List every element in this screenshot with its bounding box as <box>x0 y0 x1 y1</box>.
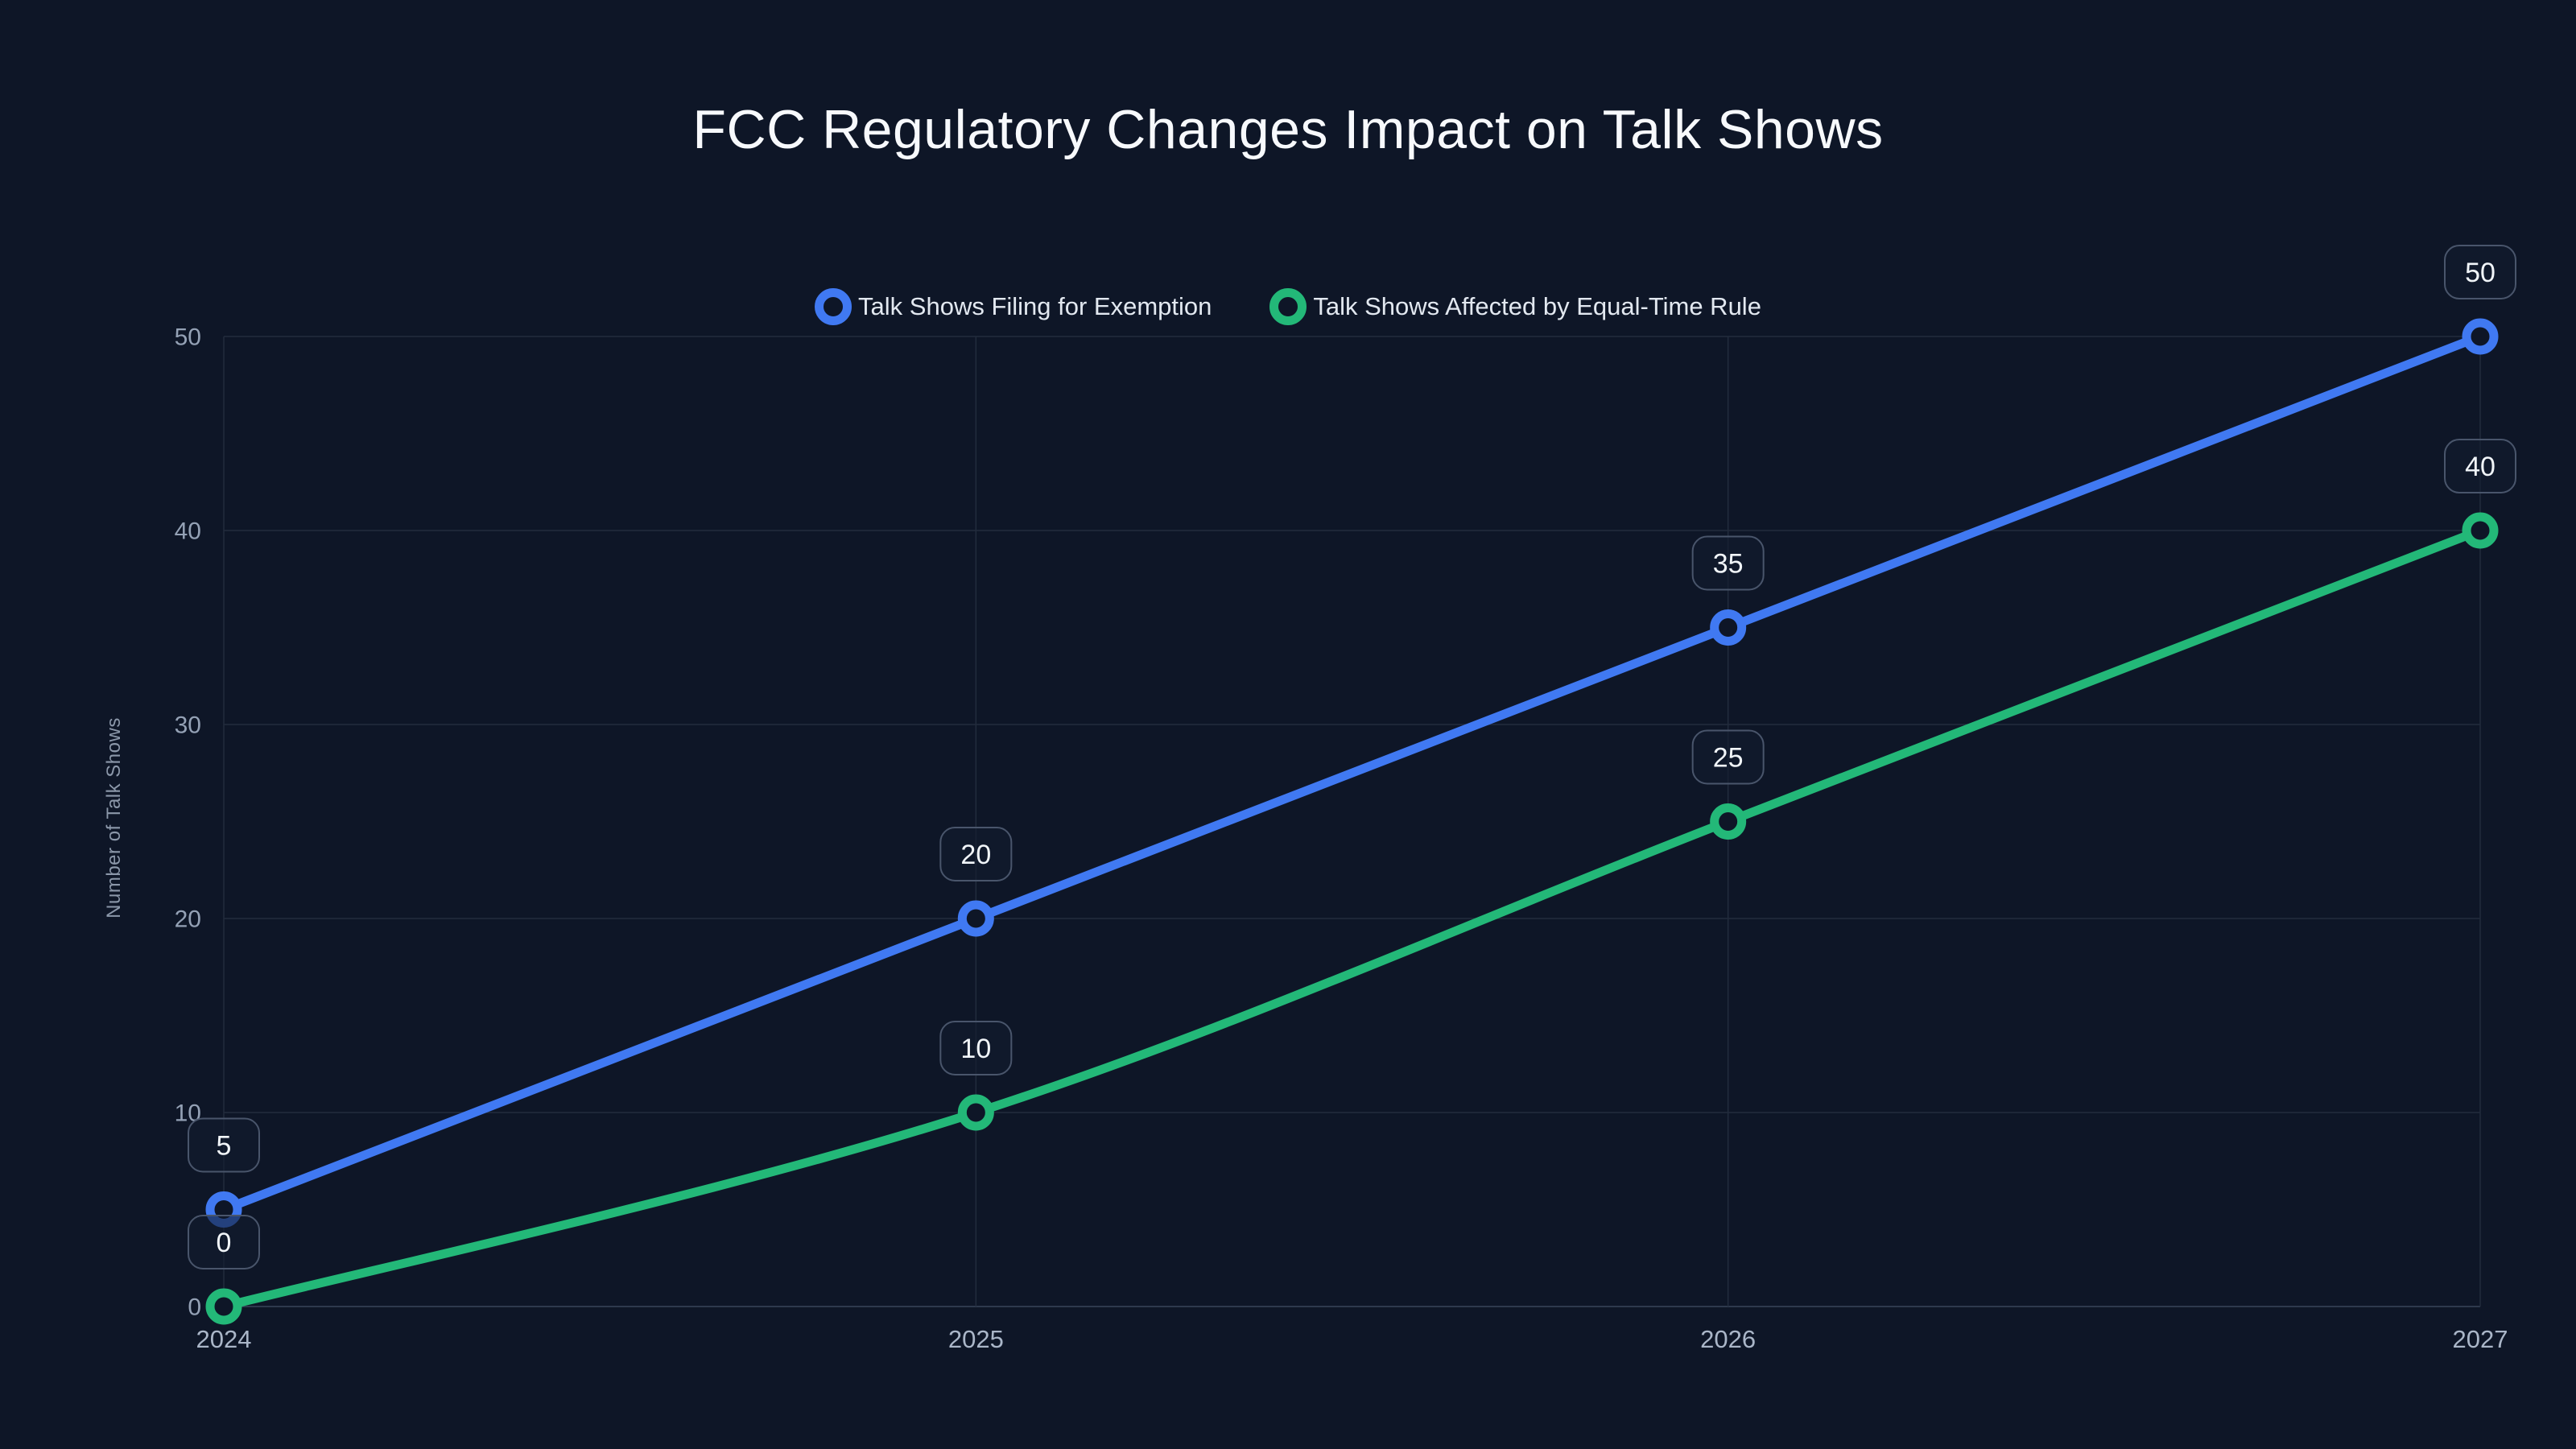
point-label-box <box>939 827 1013 881</box>
series-line-exemption <box>219 332 2485 1214</box>
point-label-value: 5 <box>217 1130 232 1161</box>
legend-ring-icon <box>815 288 852 325</box>
point-label-box <box>1691 729 1765 785</box>
point-label-box <box>1691 535 1765 591</box>
data-point-marker[interactable] <box>1710 609 1747 646</box>
y-tick-label: 40 <box>175 518 201 545</box>
point-label-value: 10 <box>960 1034 991 1064</box>
point-label-value: 25 <box>1713 742 1744 773</box>
x-tick-label: 2025 <box>948 1325 1004 1353</box>
point-label-box <box>939 1021 1013 1075</box>
series-line-equal-time <box>219 526 2485 1311</box>
point-label-box <box>2444 245 2516 299</box>
point-label-value: 0 <box>217 1228 232 1258</box>
point-label-box <box>188 1215 260 1269</box>
legend-label: Talk Shows Filing for Exemption <box>858 292 1212 320</box>
point-label-value: 35 <box>1713 548 1744 579</box>
x-tick-label: 2024 <box>196 1325 252 1353</box>
x-tick-label: 2026 <box>1700 1325 1756 1353</box>
data-point-marker[interactable] <box>1710 803 1747 840</box>
data-point-marker[interactable] <box>2462 512 2499 549</box>
data-point-marker[interactable] <box>2462 318 2499 355</box>
point-label-value: 40 <box>2465 452 2496 482</box>
point-label-box <box>188 1117 260 1173</box>
y-tick-label: 50 <box>175 324 201 351</box>
legend: Talk Shows Filing for Exemption Talk Show… <box>0 288 2576 325</box>
legend-item-exemption[interactable]: Talk Shows Filing for Exemption <box>815 288 1212 325</box>
legend-label: Talk Shows Affected by Equal-Time Rule <box>1313 292 1761 320</box>
y-tick-label: 30 <box>175 712 201 739</box>
chart-title: FCC Regulatory Changes Impact on Talk Sh… <box>692 99 1884 160</box>
legend-ring-icon <box>1269 288 1307 325</box>
y-tick-label: 20 <box>175 906 201 933</box>
y-tick-label: 0 <box>188 1294 201 1321</box>
data-point-marker[interactable] <box>957 900 994 937</box>
data-point-marker[interactable] <box>205 1288 242 1325</box>
data-point-marker[interactable] <box>957 1094 994 1131</box>
legend-item-equal-time[interactable]: Talk Shows Affected by Equal-Time Rule <box>1269 288 1761 325</box>
point-label-box <box>2444 439 2516 493</box>
point-label-value: 20 <box>960 840 991 870</box>
point-label-value: 50 <box>2465 258 2496 288</box>
x-tick-label: 2027 <box>2453 1325 2508 1353</box>
